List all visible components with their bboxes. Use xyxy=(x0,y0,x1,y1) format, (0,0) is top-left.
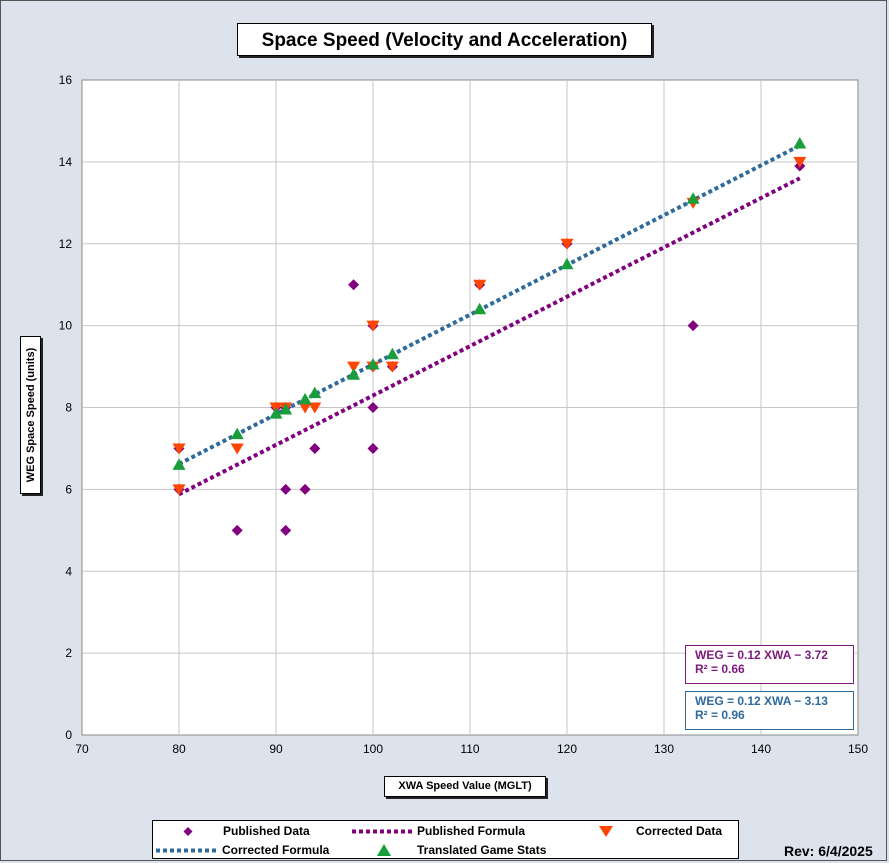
point-published-data xyxy=(299,483,311,495)
point-translated-game-stats xyxy=(560,257,574,270)
corrected-equation-box: WEG = 0.12 XWA − 3.13 R² = 0.96 xyxy=(685,691,854,730)
legend-label: Translated Game Stats xyxy=(417,843,547,857)
data-points xyxy=(172,136,807,536)
point-translated-game-stats xyxy=(793,136,807,149)
point-corrected-data xyxy=(347,361,361,373)
y-tick-label: 2 xyxy=(65,646,72,660)
point-corrected-data xyxy=(230,443,244,455)
point-corrected-data xyxy=(172,484,186,496)
point-translated-game-stats xyxy=(279,403,293,415)
x-tick-label: 130 xyxy=(654,742,674,756)
published-r-squared: R² = 0.66 xyxy=(695,662,745,676)
x-tick-label: 120 xyxy=(557,742,577,756)
point-published-data xyxy=(348,279,360,291)
corrected-r-squared: R² = 0.96 xyxy=(695,708,745,722)
legend: Published Data Published Formula Correct… xyxy=(152,820,739,859)
y-tick-label: 4 xyxy=(65,564,72,578)
x-tick-label: 70 xyxy=(75,742,89,756)
y-axis-label-box: WEG Space Speed (units) xyxy=(20,336,41,494)
revision-label: Rev: 6/4/2025 xyxy=(784,843,873,859)
y-tick-label: 16 xyxy=(59,73,73,87)
x-tick-label: 90 xyxy=(269,742,283,756)
point-translated-game-stats xyxy=(385,347,399,360)
y-tick-label: 10 xyxy=(59,319,73,333)
point-corrected-data xyxy=(308,402,322,414)
legend-label: Corrected Formula xyxy=(222,843,330,857)
y-tick-label: 14 xyxy=(59,155,73,169)
point-corrected-data xyxy=(473,279,487,291)
published-equation: WEG = 0.12 XWA − 3.72 xyxy=(695,648,828,662)
x-tick-label: 100 xyxy=(363,742,383,756)
legend-label: Published Formula xyxy=(417,824,526,838)
triangle-down-icon xyxy=(599,826,613,837)
point-translated-game-stats xyxy=(366,358,380,370)
y-tick-label: 0 xyxy=(65,728,72,742)
point-published-data xyxy=(280,524,292,536)
point-corrected-data xyxy=(172,443,186,455)
point-corrected-data xyxy=(385,361,399,373)
point-translated-game-stats xyxy=(473,302,487,315)
x-tick-label: 150 xyxy=(848,742,868,756)
legend-item-corrected-data: Corrected Data xyxy=(596,822,736,841)
x-tick-label: 80 xyxy=(172,742,186,756)
point-corrected-data xyxy=(298,402,312,414)
legend-item-published-data: Published Data xyxy=(178,822,348,841)
triangle-up-icon xyxy=(377,844,391,856)
chart-title: Space Speed (Velocity and Acceleration) xyxy=(237,23,652,56)
point-corrected-data xyxy=(560,238,574,250)
point-published-data xyxy=(367,402,379,413)
point-corrected-data xyxy=(366,320,380,332)
point-translated-game-stats xyxy=(308,386,322,399)
point-translated-game-stats xyxy=(172,458,186,470)
corrected-equation: WEG = 0.12 XWA − 3.13 xyxy=(695,694,828,708)
y-axis-label: WEG Space Speed (units) xyxy=(24,347,37,483)
x-axis-label: XWA Speed Value (MGLT) xyxy=(384,776,546,797)
point-translated-game-stats xyxy=(686,192,700,204)
y-tick-label: 12 xyxy=(59,237,73,251)
y-tick-label: 8 xyxy=(65,401,72,415)
x-tick-label: 140 xyxy=(751,742,771,756)
dotted-line-icon xyxy=(156,848,216,853)
point-translated-game-stats xyxy=(298,392,312,405)
x-tick-label: 110 xyxy=(460,742,479,756)
point-published-data xyxy=(367,442,379,454)
point-translated-game-stats xyxy=(269,407,283,419)
diamond-icon xyxy=(183,827,193,836)
point-published-data xyxy=(687,320,699,332)
legend-item-translated-game-stats: Translated Game Stats xyxy=(374,841,574,860)
dotted-line-icon xyxy=(352,829,412,834)
y-tick-label: 6 xyxy=(65,482,72,496)
legend-item-published-formula: Published Formula xyxy=(352,822,552,841)
published-equation-box: WEG = 0.12 XWA − 3.72 R² = 0.66 xyxy=(685,645,854,684)
point-translated-game-stats xyxy=(347,368,361,380)
point-translated-game-stats xyxy=(230,427,244,440)
legend-item-corrected-formula: Corrected Formula xyxy=(156,841,346,860)
point-published-data xyxy=(231,524,243,536)
point-corrected-data xyxy=(793,156,807,168)
tick-labels: 70 80 90 100 110 120 130 140 150 0 2 4 6 8 10 12 14 16 xyxy=(59,73,869,756)
point-published-data xyxy=(280,483,292,495)
legend-label: Published Data xyxy=(223,824,310,838)
point-published-data xyxy=(309,442,321,454)
legend-label: Corrected Data xyxy=(636,824,723,838)
